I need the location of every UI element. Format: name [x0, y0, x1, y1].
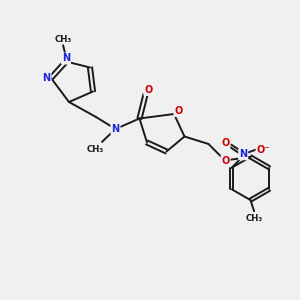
Text: O: O — [221, 138, 229, 148]
Text: CH₃: CH₃ — [87, 145, 104, 154]
Text: O: O — [174, 106, 183, 116]
Text: N: N — [239, 149, 247, 159]
Text: CH₃: CH₃ — [54, 34, 72, 43]
Text: N: N — [111, 124, 120, 134]
Text: N: N — [62, 53, 70, 64]
Text: O⁻: O⁻ — [256, 145, 270, 155]
Text: N: N — [42, 73, 51, 83]
Text: O: O — [144, 85, 153, 95]
Text: CH₃: CH₃ — [245, 214, 263, 223]
Text: O: O — [221, 156, 230, 166]
